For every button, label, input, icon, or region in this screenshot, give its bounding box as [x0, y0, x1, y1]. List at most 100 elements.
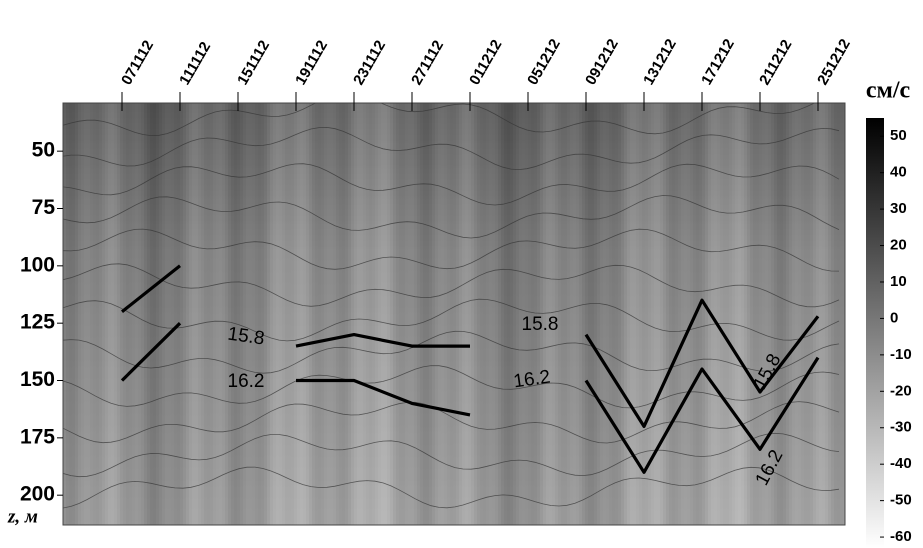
texture-stripe — [477, 103, 480, 525]
texture-stripe — [81, 103, 84, 525]
texture-stripe — [474, 103, 477, 525]
texture-stripe — [684, 103, 687, 525]
texture-stripe — [87, 103, 90, 525]
texture-stripe — [114, 103, 117, 525]
texture-stripe — [495, 103, 498, 525]
colorbar-tick-label: -50 — [890, 492, 912, 509]
texture-stripe — [351, 103, 354, 525]
colorbar-tick-label: 0 — [890, 309, 898, 326]
texture-stripe — [228, 103, 231, 525]
texture-stripe — [585, 103, 588, 525]
texture-stripe — [294, 103, 297, 525]
texture-stripe — [750, 103, 753, 525]
texture-stripe — [753, 103, 756, 525]
texture-stripe — [78, 103, 81, 525]
texture-stripe — [417, 103, 420, 525]
texture-stripe — [570, 103, 573, 525]
colorbar-tick-label: -30 — [890, 419, 912, 436]
x-tick-label: 271112 — [408, 38, 447, 88]
heatmap — [63, 93, 846, 525]
texture-stripe — [837, 103, 840, 525]
x-tick-label: 151112 — [234, 38, 273, 88]
texture-stripe — [384, 103, 387, 525]
texture-stripe — [393, 103, 396, 525]
texture-stripe — [243, 103, 246, 525]
texture-stripe — [291, 103, 294, 525]
texture-stripe — [318, 103, 321, 525]
texture-stripe — [609, 103, 612, 525]
texture-stripe — [489, 103, 492, 525]
texture-stripe — [342, 103, 345, 525]
texture-stripe — [402, 103, 405, 525]
colorbar-tick-label: 30 — [890, 200, 907, 217]
colorbar-tick-label: 10 — [890, 273, 907, 290]
texture-stripe — [240, 103, 243, 525]
texture-stripe — [207, 103, 210, 525]
texture-stripe — [756, 103, 759, 525]
texture-stripe — [285, 103, 288, 525]
y-tick-label: 50 — [32, 139, 55, 162]
y-tick-label: 75 — [32, 196, 56, 219]
texture-stripe — [99, 103, 102, 525]
colorbar-tick-label: 50 — [890, 127, 907, 144]
x-tick-label: 191112 — [292, 38, 331, 88]
texture-stripe — [810, 103, 813, 525]
x-tick-label: 071112 — [118, 38, 157, 88]
texture-stripe — [66, 103, 69, 525]
texture-stripe — [486, 103, 489, 525]
texture-stripe — [840, 103, 843, 525]
texture-stripe — [612, 103, 615, 525]
texture-stripe — [576, 103, 579, 525]
texture-stripe — [252, 103, 255, 525]
texture-stripe — [630, 103, 633, 525]
texture-stripe — [84, 103, 87, 525]
texture-stripe — [447, 103, 450, 525]
texture-stripe — [663, 103, 666, 525]
texture-stripe — [639, 103, 642, 525]
texture-stripe — [738, 103, 741, 525]
texture-stripe — [408, 103, 411, 525]
colorbar-tick-label: 40 — [890, 164, 907, 181]
texture-stripe — [348, 103, 351, 525]
texture-stripe — [492, 103, 495, 525]
texture-stripe — [735, 103, 738, 525]
x-tick-label: 091212 — [582, 36, 622, 88]
texture-stripe — [279, 103, 282, 525]
texture-stripe — [366, 103, 369, 525]
texture-stripe — [258, 103, 261, 525]
texture-stripe — [813, 103, 816, 525]
texture-stripe — [168, 103, 171, 525]
texture-stripe — [357, 103, 360, 525]
texture-stripe — [429, 103, 432, 525]
texture-stripe — [213, 103, 216, 525]
texture-stripe — [210, 103, 213, 525]
texture-stripe — [465, 103, 468, 525]
texture-stripe — [654, 103, 657, 525]
texture-stripe — [678, 103, 681, 525]
texture-stripe — [690, 103, 693, 525]
texture-stripe — [135, 103, 138, 525]
x-tick-label: 231112 — [350, 38, 389, 88]
x-tick-label: 051212 — [524, 36, 564, 88]
texture-stripe — [174, 103, 177, 525]
texture-stripe — [831, 103, 834, 525]
texture-stripe — [267, 103, 270, 525]
texture-stripe — [147, 103, 150, 525]
texture-stripe — [354, 103, 357, 525]
texture-stripe — [321, 103, 324, 525]
texture-stripe — [660, 103, 663, 525]
texture-stripe — [705, 103, 708, 525]
texture-stripe — [261, 103, 264, 525]
texture-stripe — [600, 103, 603, 525]
texture-stripe — [177, 103, 180, 525]
colorbar — [866, 118, 884, 548]
texture-stripe — [249, 103, 252, 525]
texture-stripe — [219, 103, 222, 525]
texture-stripe — [300, 103, 303, 525]
texture-stripe — [381, 103, 384, 525]
texture-stripe — [159, 103, 162, 525]
texture-stripe — [645, 103, 648, 525]
texture-stripe — [339, 103, 342, 525]
texture-stripe — [615, 103, 618, 525]
texture-stripe — [186, 103, 189, 525]
